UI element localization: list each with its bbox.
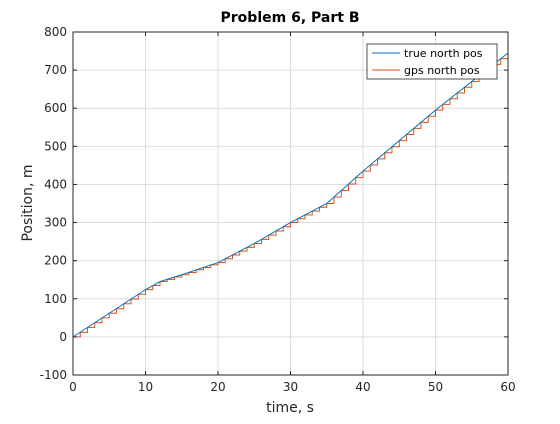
- series-line-gps-north-pos: [73, 58, 508, 338]
- x-tick-label: 60: [500, 380, 515, 394]
- legend-label-true-north-pos: true north pos: [404, 47, 483, 60]
- y-tick-label: 0: [59, 330, 67, 344]
- y-tick-label: 600: [44, 101, 67, 115]
- legend: true north pos gps north pos: [366, 43, 498, 80]
- x-tick-label: 40: [355, 380, 370, 394]
- axis-ticks: 0 10 20 30 40 50 60-10001002003004005006007008…: [40, 25, 516, 394]
- legend-box: [366, 43, 498, 80]
- chart-title: Problem 6, Part B: [221, 10, 360, 26]
- y-tick-label: 400: [44, 177, 67, 191]
- y-tick-label: 800: [44, 25, 67, 39]
- y-tick-label: 100: [44, 292, 67, 306]
- y-tick-label: -100: [40, 368, 67, 382]
- y-tick-label: 200: [44, 254, 67, 268]
- x-tick-label: 20: [210, 380, 225, 394]
- legend-label-gps-north-pos: gps north pos: [404, 64, 480, 77]
- series-line-true-north-pos: [72, 52, 509, 338]
- x-tick-label: 30: [283, 380, 298, 394]
- y-tick-label: 700: [44, 63, 67, 77]
- y-tick-label: 500: [44, 139, 67, 153]
- x-axis-label: time, s: [266, 400, 314, 416]
- x-tick-label: 10: [138, 380, 153, 394]
- data-series: [72, 52, 509, 338]
- x-tick-label: 0: [69, 380, 77, 394]
- x-tick-label: 50: [428, 380, 443, 394]
- y-axis-label: Position, m: [20, 164, 36, 241]
- y-tick-label: 300: [44, 216, 67, 230]
